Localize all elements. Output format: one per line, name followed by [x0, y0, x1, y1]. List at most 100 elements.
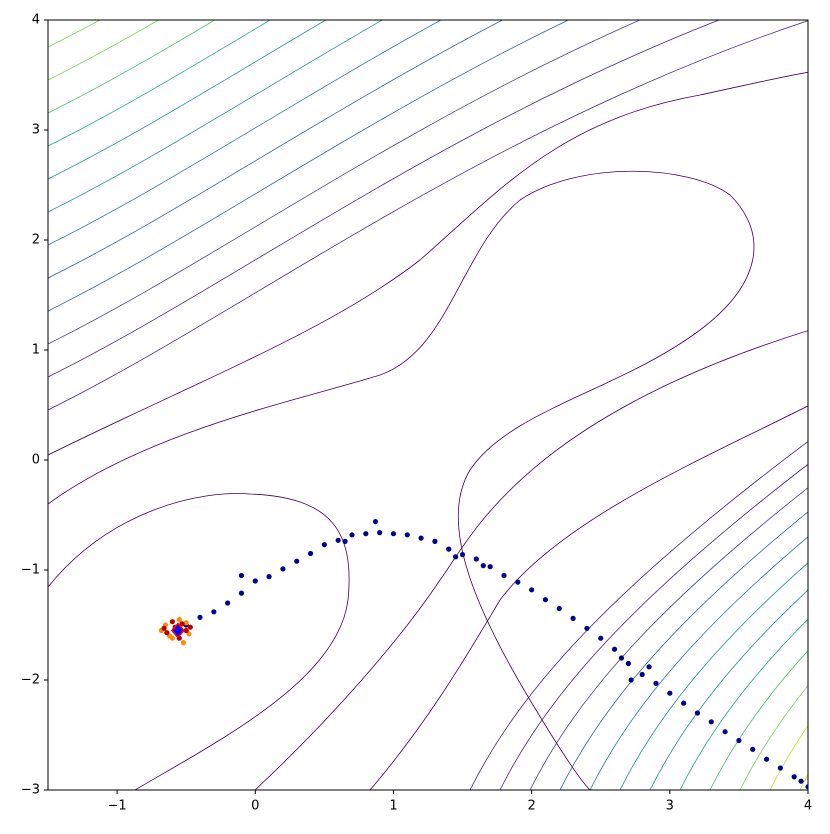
- point: [187, 624, 193, 630]
- plot-frame: [47, 19, 809, 791]
- point: [183, 627, 189, 634]
- point: [501, 572, 507, 579]
- point: [280, 566, 286, 572]
- point: [584, 625, 590, 631]
- point: [736, 737, 742, 744]
- x-tick-label: 1: [389, 799, 397, 814]
- contour: [48, 493, 350, 790]
- y-tick-label: 2: [32, 233, 40, 248]
- contour: [48, 20, 216, 114]
- point: [390, 531, 397, 537]
- point: [777, 765, 783, 771]
- point: [570, 615, 576, 622]
- point: [542, 597, 549, 603]
- contour: [48, 20, 721, 378]
- point: [480, 563, 486, 569]
- point: [432, 538, 438, 545]
- point: [349, 532, 355, 538]
- contour: [369, 405, 808, 790]
- point: [611, 646, 618, 652]
- point: [377, 530, 383, 536]
- point: [529, 587, 535, 593]
- point: [805, 784, 808, 790]
- contour: [48, 170, 755, 790]
- contour: [469, 441, 808, 790]
- point: [446, 546, 452, 552]
- point: [639, 671, 645, 678]
- point: [342, 538, 348, 545]
- point: [179, 621, 185, 627]
- point: [372, 519, 379, 525]
- point: [798, 778, 804, 784]
- contour: [48, 20, 327, 180]
- contour: [679, 618, 808, 790]
- contour: [799, 773, 808, 790]
- point: [266, 574, 272, 580]
- y-tick-label: −1: [21, 563, 40, 578]
- contour: [254, 330, 808, 790]
- contour: [48, 20, 504, 279]
- point: [335, 537, 341, 543]
- y-tick-label: −2: [21, 673, 40, 688]
- x-tick-label: 4: [804, 799, 812, 814]
- point: [487, 564, 493, 570]
- point: [252, 578, 258, 584]
- point: [453, 554, 459, 560]
- y-tick-label: 1: [32, 343, 40, 358]
- point: [681, 700, 687, 706]
- point: [750, 746, 756, 752]
- point: [791, 774, 797, 780]
- point: [618, 655, 625, 661]
- point: [238, 572, 245, 579]
- point: [180, 640, 187, 646]
- x-tick-label: 3: [666, 799, 674, 814]
- contour: [48, 0, 810, 14]
- point: [556, 605, 562, 612]
- point: [515, 579, 521, 585]
- point: [473, 556, 479, 562]
- point: [170, 622, 185, 639]
- contours: [48, 0, 810, 790]
- contour: [48, 20, 641, 345]
- point: [418, 535, 424, 541]
- contour: [48, 20, 570, 312]
- point: [459, 552, 466, 558]
- point: [238, 590, 245, 596]
- points: [158, 519, 808, 790]
- contour: [619, 562, 808, 790]
- point: [164, 630, 170, 636]
- contour: [48, 20, 101, 48]
- y-tick-label: 3: [32, 123, 40, 138]
- contour: [529, 487, 808, 790]
- point: [176, 616, 182, 623]
- point: [183, 620, 189, 626]
- point: [169, 619, 175, 625]
- point: [404, 532, 410, 538]
- y-tick-label: 0: [32, 453, 40, 468]
- point: [694, 710, 701, 716]
- contour: [649, 589, 808, 790]
- point: [294, 558, 300, 564]
- contour: [559, 511, 808, 790]
- contour: [769, 725, 808, 790]
- contour: [48, 20, 384, 213]
- contour: [499, 463, 808, 790]
- point: [653, 680, 659, 686]
- contour: [48, 20, 808, 411]
- point: [307, 550, 314, 557]
- contour: [739, 684, 808, 790]
- point: [763, 756, 770, 762]
- x-tick-label: 2: [527, 799, 535, 814]
- point: [211, 609, 217, 615]
- y-tick-label: 4: [32, 13, 40, 28]
- point: [225, 600, 231, 606]
- point: [646, 664, 652, 670]
- contour: [709, 650, 808, 790]
- point: [625, 660, 631, 667]
- point: [197, 614, 203, 620]
- point: [363, 531, 369, 537]
- point: [598, 635, 604, 641]
- point: [628, 677, 634, 683]
- contour: [48, 20, 160, 81]
